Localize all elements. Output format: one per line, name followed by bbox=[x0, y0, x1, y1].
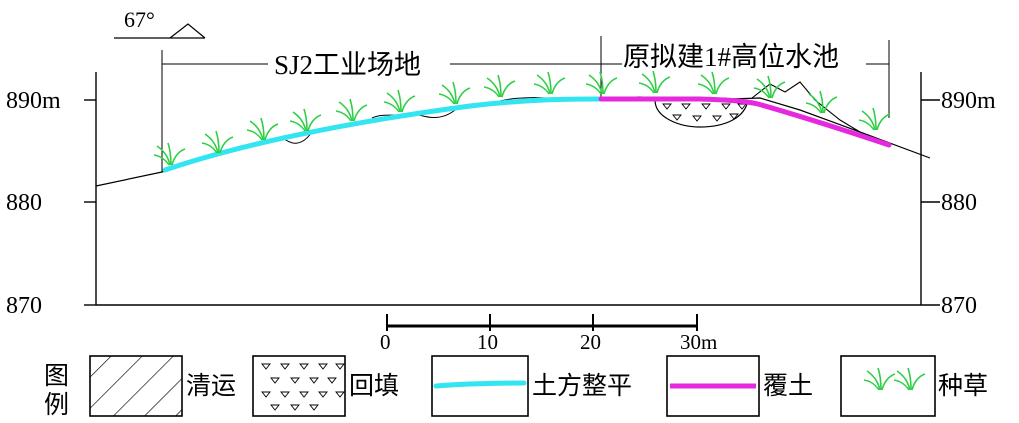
zone-label-reservoir: 原拟建1#高位水池 bbox=[623, 42, 839, 72]
legend-label-backfill: 回填 bbox=[349, 371, 399, 400]
legend-label-clear: 清运 bbox=[186, 371, 236, 400]
original-ground-line bbox=[95, 96, 931, 187]
legend-title-bottom: 例 bbox=[44, 390, 69, 419]
legend-label-cover: 覆土 bbox=[763, 371, 813, 400]
slope-angle-label: 67° bbox=[124, 7, 155, 32]
left-elev-890: 890m bbox=[6, 88, 61, 114]
scale-tick-0: 0 bbox=[380, 330, 391, 354]
leveling-line bbox=[162, 96, 604, 173]
left-elevation-axis: 890m 880 870 bbox=[6, 72, 97, 319]
right-elev-870: 870 bbox=[941, 293, 977, 319]
legend-label-leveling: 土方整平 bbox=[532, 371, 632, 400]
legend: 图 例 清运 回填 土方整平 覆土 bbox=[44, 355, 988, 419]
scale-bar: 0 10 20 30m bbox=[380, 314, 717, 354]
legend-item-cover: 覆土 bbox=[666, 355, 813, 417]
legend-item-backfill: 回填 bbox=[252, 355, 399, 417]
terrain-bumps bbox=[281, 97, 561, 144]
left-elev-880: 880 bbox=[6, 190, 42, 216]
scale-tick-30m: 30m bbox=[680, 330, 717, 354]
legend-item-clear: 清运 bbox=[89, 355, 236, 417]
grass-tufts bbox=[153, 70, 891, 166]
zone-dimension-lines bbox=[161, 36, 890, 172]
scale-tick-20: 20 bbox=[580, 330, 601, 354]
legend-label-grass: 种草 bbox=[938, 371, 988, 400]
right-elev-880: 880 bbox=[941, 190, 977, 216]
backfill-pit bbox=[654, 99, 749, 128]
backfill-pit-markers bbox=[662, 103, 747, 122]
left-elev-870: 870 bbox=[6, 293, 42, 319]
right-elev-890: 890m bbox=[941, 88, 996, 114]
zone-label-sj2-site: SJ2工业场地 bbox=[274, 50, 421, 80]
scale-tick-10: 10 bbox=[477, 330, 498, 354]
legend-item-grass: 种草 bbox=[840, 355, 988, 417]
legend-item-leveling: 土方整平 bbox=[431, 355, 632, 417]
right-elevation-axis: 890m 880 870 bbox=[920, 72, 996, 319]
slope-angle-marker: 67° bbox=[114, 7, 206, 39]
legend-title-top: 图 bbox=[44, 361, 69, 390]
cover-soil-line bbox=[598, 96, 892, 148]
